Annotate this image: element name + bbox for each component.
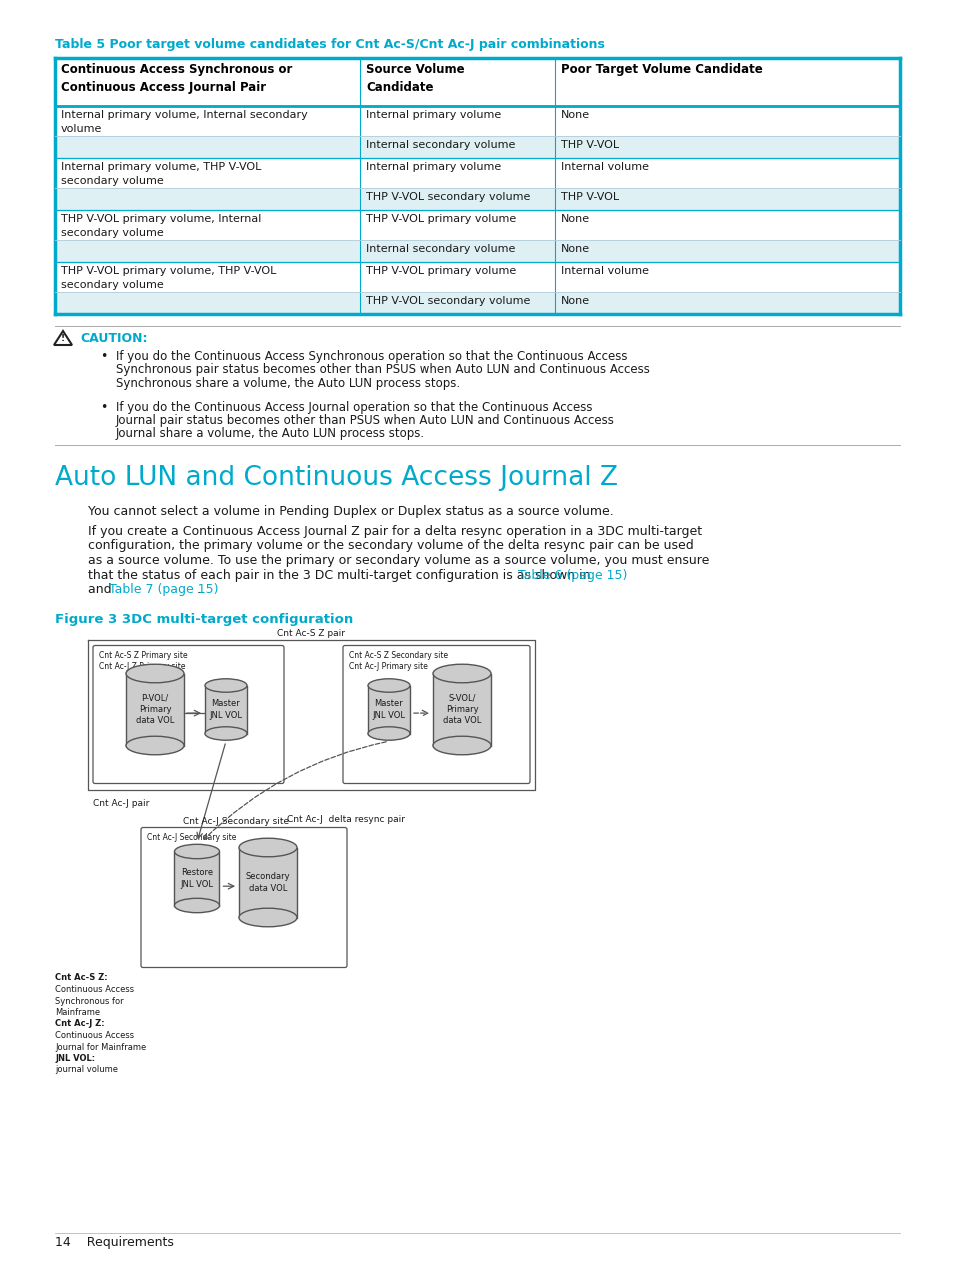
Text: Cnt Ac-S Z pair: Cnt Ac-S Z pair <box>277 628 345 638</box>
Text: Internal primary volume: Internal primary volume <box>366 111 500 119</box>
Text: Table 7 (page 15): Table 7 (page 15) <box>109 583 218 596</box>
Ellipse shape <box>174 844 219 859</box>
Text: Synchronous for: Synchronous for <box>55 996 124 1005</box>
Text: Internal volume: Internal volume <box>560 161 648 172</box>
Text: 14    Requirements: 14 Requirements <box>55 1235 173 1249</box>
Text: THP V-VOL primary volume, Internal
secondary volume: THP V-VOL primary volume, Internal secon… <box>61 214 261 238</box>
Text: Cnt Ac-S Z:: Cnt Ac-S Z: <box>55 974 108 982</box>
Bar <box>239 848 296 918</box>
Ellipse shape <box>368 727 410 740</box>
Text: Mainframe: Mainframe <box>55 1008 100 1017</box>
Text: that the status of each pair in the 3 DC multi-target configuration is as shown : that the status of each pair in the 3 DC… <box>88 568 594 582</box>
Text: If you do the Continuous Access Journal operation so that the Continuous Access: If you do the Continuous Access Journal … <box>116 400 592 413</box>
Text: None: None <box>560 214 590 224</box>
Ellipse shape <box>174 899 219 913</box>
Text: Synchronous pair status becomes other than PSUS when Auto LUN and Continuous Acc: Synchronous pair status becomes other th… <box>116 364 649 376</box>
Text: Table 5 Poor target volume candidates for Cnt Ac-S/Cnt Ac-J pair combinations: Table 5 Poor target volume candidates fo… <box>55 38 604 51</box>
Text: Master
JNL VOL: Master JNL VOL <box>372 699 405 719</box>
Text: as a source volume. To use the primary or secondary volume as a source volume, y: as a source volume. To use the primary o… <box>88 554 709 567</box>
Text: THP V-VOL secondary volume: THP V-VOL secondary volume <box>366 296 530 306</box>
Ellipse shape <box>126 736 184 755</box>
Text: THP V-VOL secondary volume: THP V-VOL secondary volume <box>366 192 530 202</box>
Text: Master
JNL VOL: Master JNL VOL <box>210 699 242 719</box>
Text: None: None <box>560 244 590 254</box>
Text: Journal for Mainframe: Journal for Mainframe <box>55 1042 146 1051</box>
Text: Internal secondary volume: Internal secondary volume <box>366 140 515 150</box>
Text: P-VOL/
Primary
data VOL: P-VOL/ Primary data VOL <box>135 694 174 724</box>
Text: CAUTION:: CAUTION: <box>80 332 148 344</box>
Ellipse shape <box>126 665 184 683</box>
Text: Auto LUN and Continuous Access Journal Z: Auto LUN and Continuous Access Journal Z <box>55 465 618 491</box>
Text: Internal volume: Internal volume <box>560 266 648 276</box>
Text: Figure 3 3DC multi-target configuration: Figure 3 3DC multi-target configuration <box>55 614 353 627</box>
Text: None: None <box>560 296 590 306</box>
Text: JNL VOL:: JNL VOL: <box>55 1054 95 1063</box>
Text: THP V-VOL primary volume, THP V-VOL
secondary volume: THP V-VOL primary volume, THP V-VOL seco… <box>61 266 276 290</box>
Bar <box>55 188 899 210</box>
Bar <box>55 292 899 314</box>
Text: configuration, the primary volume or the secondary volume of the delta resync pa: configuration, the primary volume or the… <box>88 539 693 553</box>
Bar <box>368 685 410 733</box>
Text: Internal primary volume, THP V-VOL
secondary volume: Internal primary volume, THP V-VOL secon… <box>61 161 261 186</box>
Ellipse shape <box>239 909 296 927</box>
Text: Internal primary volume: Internal primary volume <box>366 161 500 172</box>
Text: !: ! <box>61 334 65 343</box>
Text: Journal pair status becomes other than PSUS when Auto LUN and Continuous Access: Journal pair status becomes other than P… <box>116 414 615 427</box>
Text: None: None <box>560 111 590 119</box>
Ellipse shape <box>433 736 491 755</box>
Text: Journal share a volume, the Auto LUN process stops.: Journal share a volume, the Auto LUN pro… <box>116 427 425 441</box>
Text: Cnt Ac-J Secondary site: Cnt Ac-J Secondary site <box>183 816 289 825</box>
FancyBboxPatch shape <box>141 827 347 967</box>
Bar <box>126 674 184 746</box>
Text: THP V-VOL primary volume: THP V-VOL primary volume <box>366 266 516 276</box>
Text: THP V-VOL primary volume: THP V-VOL primary volume <box>366 214 516 224</box>
FancyBboxPatch shape <box>92 646 284 783</box>
Text: Secondary
data VOL: Secondary data VOL <box>246 872 290 892</box>
Text: If you do the Continuous Access Synchronous operation so that the Continuous Acc: If you do the Continuous Access Synchron… <box>116 350 627 364</box>
Text: Cnt Ac-S Z Primary site
Cnt Ac-J Z Primary site: Cnt Ac-S Z Primary site Cnt Ac-J Z Prima… <box>99 651 188 671</box>
Text: THP V-VOL: THP V-VOL <box>560 192 618 202</box>
Text: Restore
JNL VOL: Restore JNL VOL <box>180 868 213 888</box>
Text: •: • <box>100 350 108 364</box>
Text: THP V-VOL: THP V-VOL <box>560 140 618 150</box>
Bar <box>55 136 899 158</box>
Bar <box>433 674 491 746</box>
Text: Continuous Access Synchronous or
Continuous Access Journal Pair: Continuous Access Synchronous or Continu… <box>61 64 292 94</box>
Text: Continuous Access: Continuous Access <box>55 985 134 994</box>
Text: journal volume: journal volume <box>55 1065 118 1074</box>
Text: and: and <box>88 583 115 596</box>
Ellipse shape <box>205 679 247 693</box>
Text: Internal secondary volume: Internal secondary volume <box>366 244 515 254</box>
Text: Cnt Ac-J Z:: Cnt Ac-J Z: <box>55 1019 105 1028</box>
Text: Cnt Ac-J Secondary site: Cnt Ac-J Secondary site <box>147 833 236 841</box>
Text: You cannot select a volume in Pending Duplex or Duplex status as a source volume: You cannot select a volume in Pending Du… <box>88 505 613 519</box>
Bar <box>205 685 247 733</box>
Bar <box>174 852 219 905</box>
Ellipse shape <box>239 838 296 857</box>
Ellipse shape <box>433 665 491 683</box>
Text: Table 6 (page 15): Table 6 (page 15) <box>517 568 627 582</box>
Text: .: . <box>196 583 200 596</box>
Ellipse shape <box>205 727 247 740</box>
Text: Poor Target Volume Candidate: Poor Target Volume Candidate <box>560 64 762 76</box>
Text: If you create a Continuous Access Journal Z pair for a delta resync operation in: If you create a Continuous Access Journa… <box>88 525 701 538</box>
Text: Cnt Ac-J  delta resync pair: Cnt Ac-J delta resync pair <box>287 815 405 824</box>
Text: Internal primary volume, Internal secondary
volume: Internal primary volume, Internal second… <box>61 111 308 133</box>
Bar <box>55 240 899 262</box>
Text: Continuous Access: Continuous Access <box>55 1031 134 1040</box>
Text: Cnt Ac-J pair: Cnt Ac-J pair <box>92 799 150 808</box>
Ellipse shape <box>368 679 410 693</box>
Text: Source Volume
Candidate: Source Volume Candidate <box>366 64 464 94</box>
Text: •: • <box>100 400 108 413</box>
Text: Synchronous share a volume, the Auto LUN process stops.: Synchronous share a volume, the Auto LUN… <box>116 377 459 390</box>
FancyBboxPatch shape <box>343 646 530 783</box>
Text: S-VOL/
Primary
data VOL: S-VOL/ Primary data VOL <box>442 694 480 724</box>
Text: Cnt Ac-S Z Secondary site
Cnt Ac-J Primary site: Cnt Ac-S Z Secondary site Cnt Ac-J Prima… <box>349 651 448 671</box>
